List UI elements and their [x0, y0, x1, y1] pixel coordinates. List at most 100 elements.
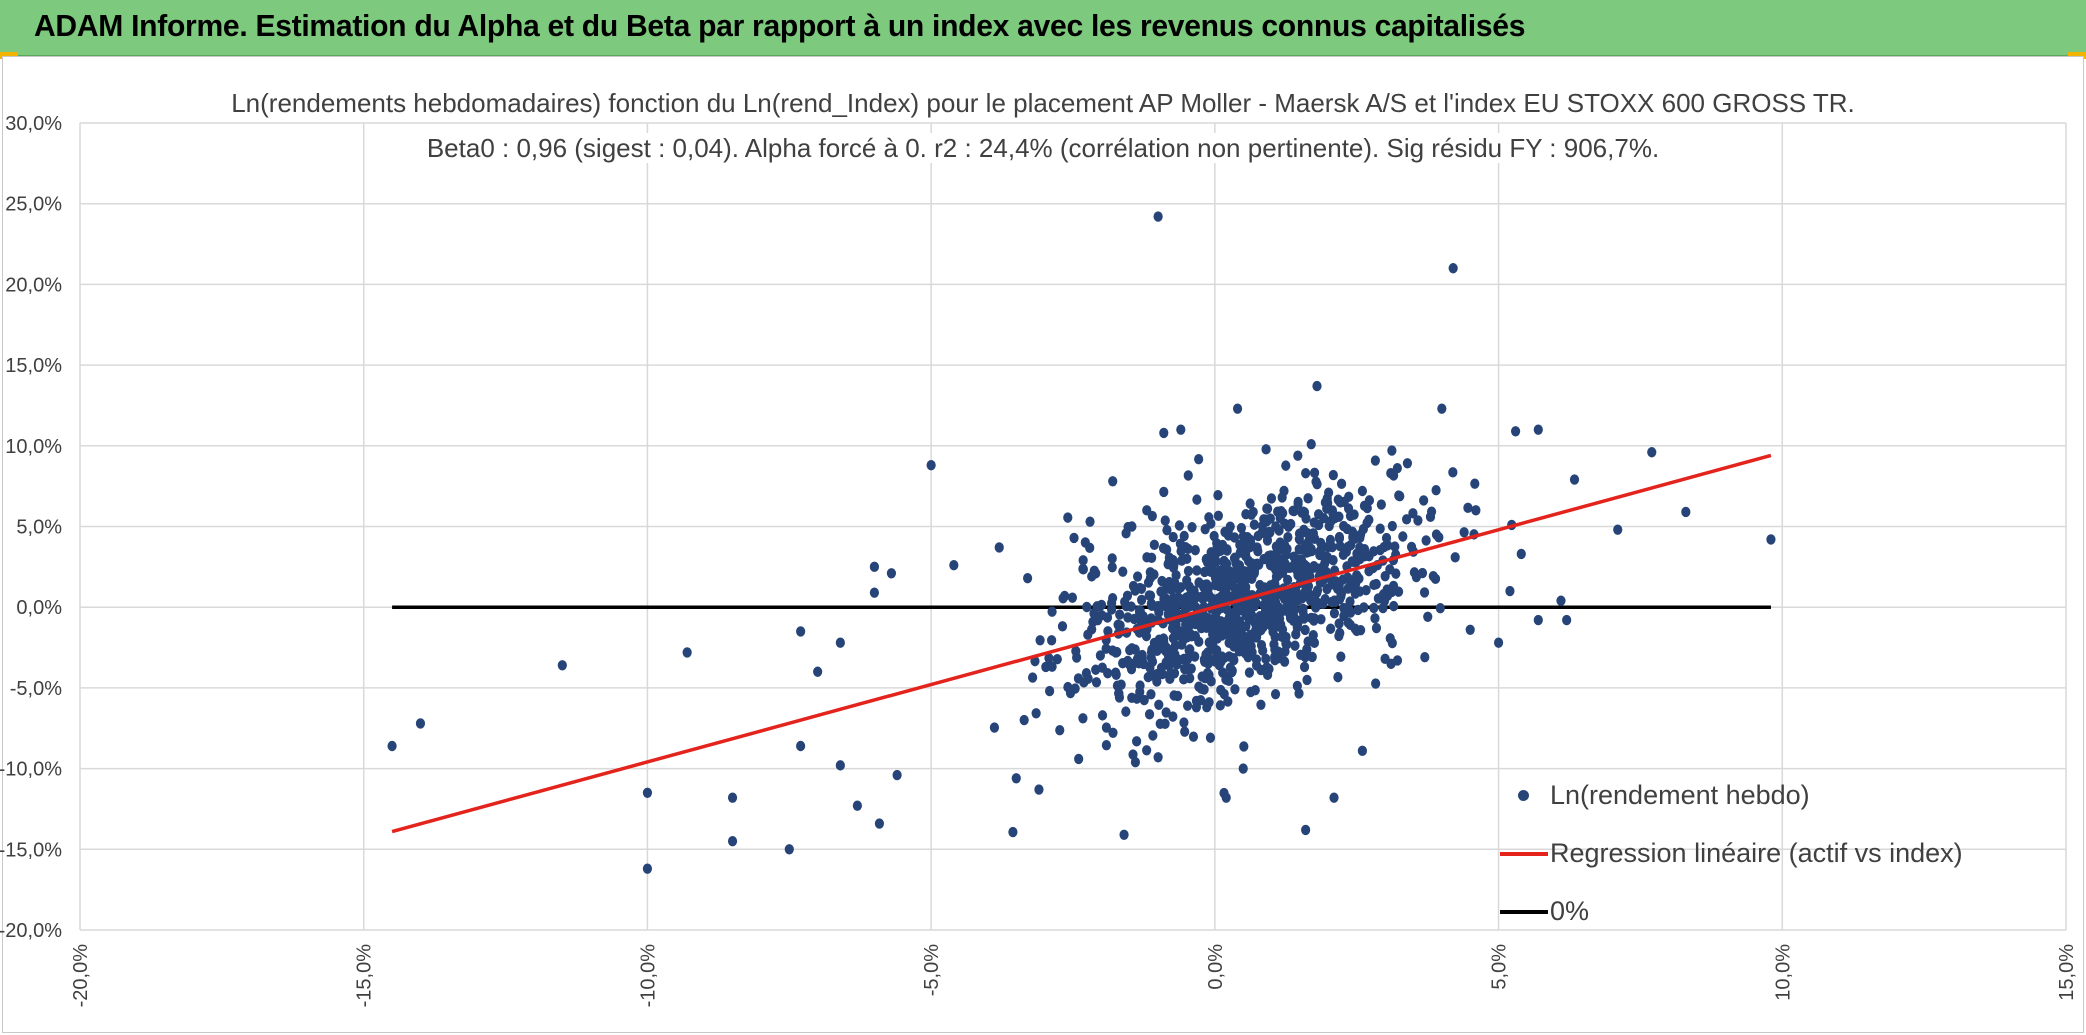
scatter-point [1265, 513, 1275, 524]
scatter-point [1191, 702, 1202, 713]
scatter-point [1320, 555, 1330, 567]
scatter-point [1224, 651, 1234, 662]
scatter-point [1160, 515, 1170, 526]
scatter-point [1448, 467, 1458, 478]
x-tick-label: 15,0% [2056, 944, 2078, 1001]
scatter-point [1345, 596, 1355, 607]
scatter-point [1241, 508, 1251, 520]
scatter-point [1108, 645, 1118, 656]
scatter-point [1314, 563, 1325, 574]
scatter-point [1008, 826, 1018, 838]
y-tick-label: -10,0% [0, 759, 62, 781]
scatter-point [1533, 424, 1543, 435]
scatter-point [1168, 531, 1178, 543]
scatter-point [1047, 606, 1057, 617]
scatter-point [1231, 572, 1241, 584]
scatter-point [1766, 534, 1776, 545]
scatter-point [1139, 694, 1149, 706]
scatter-point [1202, 667, 1213, 679]
scatter-point [1336, 478, 1347, 490]
scatter-point [1385, 633, 1395, 644]
scatter-point [1047, 661, 1057, 672]
scatter-point [874, 818, 885, 829]
scatter-point [1351, 578, 1361, 589]
scatter-point [1161, 593, 1171, 604]
legend-marker-red-line [1500, 852, 1548, 856]
scatter-point [1371, 622, 1382, 634]
scatter-point [1152, 676, 1162, 687]
scatter-point [1381, 532, 1392, 544]
scatter-point [1176, 546, 1186, 557]
scatter-point [1101, 722, 1112, 733]
scatter-point [1089, 608, 1099, 619]
scatter-point [1329, 608, 1340, 619]
scatter-point [989, 722, 1000, 733]
scatter-point [1144, 709, 1155, 720]
scatter-point [1334, 618, 1344, 629]
scatter-point [1312, 380, 1322, 392]
scatter-point [1063, 512, 1073, 523]
scatter-point [1121, 600, 1131, 612]
scatter-point [1205, 732, 1216, 743]
scatter-point [1270, 555, 1280, 567]
scatter-point [1266, 493, 1277, 504]
scatter-point [835, 637, 845, 648]
scatter-point [1074, 753, 1084, 765]
scatter-point [1240, 547, 1251, 559]
scatter-point [1123, 612, 1133, 623]
scatter-point [1229, 641, 1239, 652]
regression-line [391, 453, 1772, 834]
scatter-point [1470, 478, 1480, 489]
scatter-point [1215, 700, 1225, 711]
scatter-point [1167, 623, 1178, 634]
scatter-point [1194, 681, 1204, 692]
scatter-point [1333, 671, 1343, 683]
scatter-point [1209, 530, 1219, 542]
scatter-point [1156, 586, 1166, 597]
scatter-point [1240, 606, 1250, 617]
scatter-point [1240, 642, 1251, 653]
scatter-point [1055, 724, 1065, 736]
scatter-point [1207, 562, 1217, 574]
scatter-point [1344, 604, 1354, 616]
scatter-point [1423, 611, 1433, 622]
scatter-point [1435, 602, 1445, 614]
scatter-point [1264, 663, 1274, 675]
scatter-point [1247, 647, 1257, 658]
scatter-point [727, 836, 738, 847]
scatter-point [1194, 453, 1204, 465]
scatter-point [1245, 498, 1255, 509]
scatter-point [1334, 531, 1345, 543]
scatter-point [1562, 614, 1572, 626]
scatter-point [1165, 673, 1175, 685]
scatter-point [1277, 541, 1287, 553]
scatter-point [1236, 522, 1247, 534]
scatter-point [1357, 745, 1367, 757]
scatter-point [1073, 673, 1084, 684]
y-tick-label: -15,0% [0, 839, 62, 861]
scatter-point [1230, 607, 1240, 618]
scatter-point [1190, 591, 1200, 603]
scatter-point [1222, 544, 1232, 555]
scatter-point [1274, 525, 1284, 536]
scatter-point [1347, 526, 1358, 538]
scatter-point [1316, 537, 1326, 549]
scatter-point [1135, 686, 1145, 698]
scatter-point [1168, 562, 1179, 573]
scatter-point [1164, 660, 1174, 671]
scatter-point [1242, 532, 1253, 543]
scatter-point [1085, 516, 1095, 527]
scatter-point [1097, 710, 1108, 721]
scatter-point [1253, 545, 1263, 557]
legend-marker-dot [1518, 790, 1529, 801]
y-tick-label: 15,0% [5, 355, 62, 377]
scatter-point [1224, 675, 1234, 687]
scatter-point [1187, 522, 1197, 533]
scatter-point [1238, 577, 1248, 588]
scatter-point [1205, 654, 1215, 665]
scatter-point [1380, 570, 1390, 582]
scatter-point [1031, 708, 1041, 719]
scatter-point [1390, 541, 1400, 552]
scatter-point [1270, 688, 1281, 700]
scatter-point [1097, 662, 1107, 673]
